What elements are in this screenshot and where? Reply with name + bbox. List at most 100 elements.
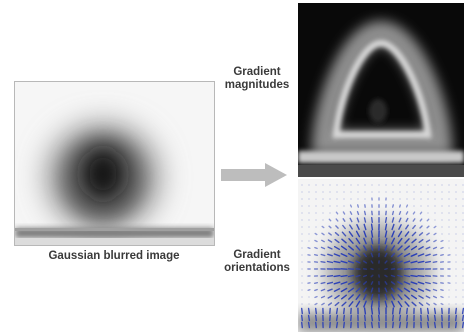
orientation-label-line-2: orientations bbox=[224, 262, 290, 274]
orientation-dot bbox=[406, 184, 408, 186]
orientation-vector bbox=[343, 307, 345, 315]
orientation-vector bbox=[327, 253, 333, 257]
orientation-dot bbox=[315, 205, 317, 207]
orientation-vector bbox=[370, 217, 374, 223]
orientation-vector bbox=[384, 217, 388, 223]
orientation-dot bbox=[462, 275, 464, 277]
orientation-vector bbox=[425, 302, 431, 306]
orientation-dot bbox=[441, 219, 443, 221]
orientation-vector bbox=[410, 294, 418, 300]
orientation-vector bbox=[307, 321, 311, 329]
orientation-vector bbox=[433, 307, 437, 315]
orientation-dot bbox=[427, 205, 429, 207]
orientation-vector bbox=[321, 225, 325, 229]
orientation-vector bbox=[412, 224, 416, 230]
orientation-vector bbox=[363, 223, 367, 231]
orientation-dot bbox=[301, 296, 303, 298]
orientation-dot bbox=[301, 191, 303, 193]
orientation-vector bbox=[301, 314, 304, 322]
orientation-vector bbox=[397, 260, 403, 264]
orientation-vector bbox=[328, 225, 332, 229]
orientation-dot bbox=[448, 191, 450, 193]
orientation-vector bbox=[405, 217, 409, 223]
orientation-dot bbox=[420, 184, 422, 186]
orientation-vector bbox=[363, 230, 367, 238]
orientation-vector bbox=[425, 288, 431, 292]
orientation-dot bbox=[462, 233, 464, 235]
orientation-dot bbox=[392, 198, 394, 200]
orientation-vector bbox=[454, 307, 458, 315]
orientation-vector bbox=[340, 245, 348, 251]
orientation-vector bbox=[335, 225, 339, 229]
orientation-dot bbox=[364, 198, 366, 200]
orientation-dot bbox=[315, 184, 317, 186]
orientation-dot bbox=[315, 212, 317, 214]
orientation-dot bbox=[301, 282, 303, 284]
orientation-vector bbox=[391, 223, 395, 231]
orientation-dot bbox=[385, 184, 387, 186]
orientation-vector bbox=[340, 252, 348, 258]
orientation-dot bbox=[357, 184, 359, 186]
orientation-dot bbox=[322, 198, 324, 200]
orientation-dot bbox=[315, 198, 317, 200]
orientation-vector bbox=[432, 246, 438, 250]
orientation-vector bbox=[440, 302, 444, 306]
orientation-dot bbox=[434, 198, 436, 200]
orientation-dot bbox=[301, 275, 303, 277]
orientation-vector bbox=[370, 252, 374, 258]
orientation-vector bbox=[363, 321, 367, 329]
orientation-vector bbox=[363, 287, 367, 293]
orientation-vector bbox=[454, 314, 458, 322]
orientation-dot bbox=[308, 303, 310, 305]
orientation-vector bbox=[398, 307, 402, 315]
orientation-vector bbox=[321, 239, 325, 243]
orientation-vector bbox=[390, 245, 396, 251]
orientation-vector bbox=[348, 245, 354, 251]
orientation-vector bbox=[426, 225, 430, 229]
orientation-dot bbox=[406, 191, 408, 193]
orientation-vector bbox=[391, 230, 395, 238]
orientation-vector bbox=[355, 293, 361, 301]
orientation-vector bbox=[397, 237, 403, 245]
orientation-vector bbox=[411, 238, 417, 244]
orientation-vector bbox=[403, 281, 411, 285]
orientation-dot bbox=[399, 191, 401, 193]
input-caption: Gaussian blurred image bbox=[48, 250, 180, 262]
orientation-vector bbox=[440, 239, 444, 243]
orientation-vector bbox=[349, 217, 353, 223]
orientation-vector bbox=[327, 246, 333, 250]
orientation-vector bbox=[440, 288, 444, 292]
orientation-dot bbox=[329, 191, 331, 193]
orientation-vector bbox=[397, 230, 403, 238]
orientation-vector bbox=[425, 246, 431, 250]
orientation-vector bbox=[321, 302, 325, 306]
orientation-vector bbox=[314, 232, 318, 236]
orientation-vector bbox=[355, 260, 361, 264]
orientation-vector bbox=[405, 211, 409, 215]
orientation-vector bbox=[349, 204, 353, 208]
orientation-dot bbox=[441, 191, 443, 193]
orientation-vector bbox=[384, 274, 388, 278]
orientation-vector bbox=[397, 287, 403, 293]
orientation-vector bbox=[426, 218, 430, 222]
orientation-vector bbox=[370, 245, 374, 251]
orientation-vector bbox=[320, 246, 326, 250]
orientation-vector bbox=[334, 232, 340, 236]
orientation-vector bbox=[340, 260, 348, 264]
orientation-label-line-1: Gradient bbox=[233, 249, 281, 261]
orientation-dot bbox=[455, 296, 457, 298]
orientation-vector bbox=[454, 321, 458, 329]
orientation-dot bbox=[329, 184, 331, 186]
orientation-vector bbox=[417, 274, 425, 278]
orientation-dot bbox=[455, 198, 457, 200]
orientation-dot bbox=[399, 198, 401, 200]
orientation-vector bbox=[335, 321, 339, 329]
orientation-vector bbox=[340, 287, 348, 293]
orientation-dot bbox=[378, 191, 380, 193]
orientation-dot bbox=[455, 303, 457, 305]
orientation-vector bbox=[398, 314, 402, 322]
orientation-vector bbox=[320, 281, 326, 285]
orientation-dot bbox=[343, 205, 345, 207]
orientation-dot bbox=[336, 184, 338, 186]
orientation-vector bbox=[403, 252, 411, 258]
